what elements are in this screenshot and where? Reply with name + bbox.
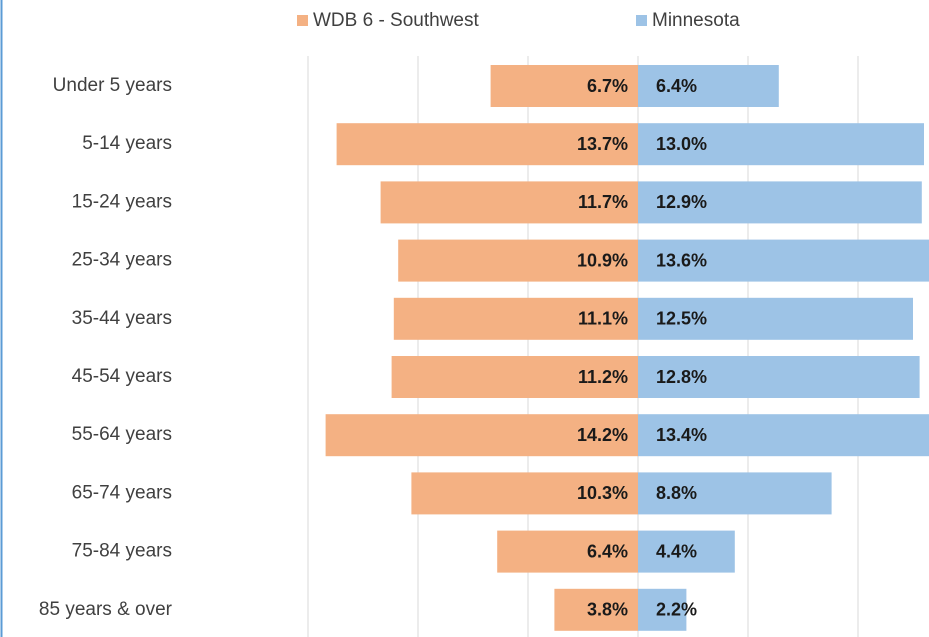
y-tick-label: 35-44 years bbox=[72, 308, 172, 329]
bar bbox=[638, 123, 924, 166]
bar bbox=[638, 297, 913, 340]
bar bbox=[554, 588, 638, 631]
bar bbox=[391, 356, 638, 398]
bar bbox=[638, 530, 735, 573]
data-label: 14.2% bbox=[577, 425, 628, 445]
y-tick-label: 15-24 years bbox=[72, 191, 172, 212]
legend-swatch bbox=[297, 15, 308, 26]
bars bbox=[325, 65, 929, 631]
bar bbox=[398, 239, 638, 282]
bar bbox=[638, 472, 832, 515]
data-label: 4.4% bbox=[656, 541, 697, 561]
data-label: 11.7% bbox=[578, 192, 628, 212]
data-label: 12.9% bbox=[656, 192, 707, 212]
data-label: 8.8% bbox=[656, 483, 697, 503]
y-tick-label: Under 5 years bbox=[53, 75, 172, 96]
bar bbox=[638, 65, 779, 107]
bar bbox=[490, 65, 638, 107]
data-label: 11.2% bbox=[578, 367, 628, 387]
data-label: 13.4% bbox=[656, 425, 707, 445]
y-tick-label: 85 years & over bbox=[39, 599, 173, 620]
data-label: 13.7% bbox=[577, 134, 628, 154]
bar bbox=[638, 239, 929, 282]
y-tick-label: 75-84 years bbox=[72, 541, 172, 562]
bar bbox=[638, 356, 920, 398]
bar bbox=[325, 414, 638, 457]
data-label: 13.0% bbox=[656, 134, 707, 154]
data-label: 3.8% bbox=[587, 600, 628, 620]
y-tick-label: 65-74 years bbox=[72, 482, 172, 503]
data-label: 11.1% bbox=[578, 309, 628, 329]
data-label: 13.6% bbox=[656, 250, 707, 270]
legend-label: Minnesota bbox=[652, 10, 740, 31]
bar bbox=[638, 181, 922, 224]
y-tick-label: 5-14 years bbox=[82, 133, 172, 154]
bar bbox=[411, 472, 638, 515]
bar bbox=[380, 181, 638, 224]
y-tick-label: 55-64 years bbox=[72, 424, 172, 445]
y-tick-label: 25-34 years bbox=[72, 250, 172, 271]
data-label: 6.4% bbox=[587, 541, 628, 561]
bar bbox=[393, 297, 638, 340]
data-label: 12.5% bbox=[656, 309, 707, 329]
labels: Under 5 years 6.7% 6.4% 5-14 years 13.7% 13.0… bbox=[39, 75, 707, 620]
legend-label: WDB 6 - Southwest bbox=[313, 10, 479, 31]
bar bbox=[497, 530, 638, 573]
legend: WDB 6 - Southwest Minnesota bbox=[297, 10, 740, 31]
data-label: 6.4% bbox=[656, 76, 697, 96]
data-label: 10.9% bbox=[577, 250, 628, 270]
data-label: 10.3% bbox=[577, 483, 628, 503]
data-label: 12.8% bbox=[656, 367, 707, 387]
y-tick-label: 45-54 years bbox=[72, 366, 172, 387]
bar bbox=[638, 414, 929, 457]
data-label: 2.2% bbox=[656, 600, 697, 620]
bar bbox=[638, 588, 687, 631]
legend-swatch bbox=[636, 15, 647, 26]
data-label: 6.7% bbox=[587, 76, 628, 96]
bar bbox=[336, 123, 638, 166]
